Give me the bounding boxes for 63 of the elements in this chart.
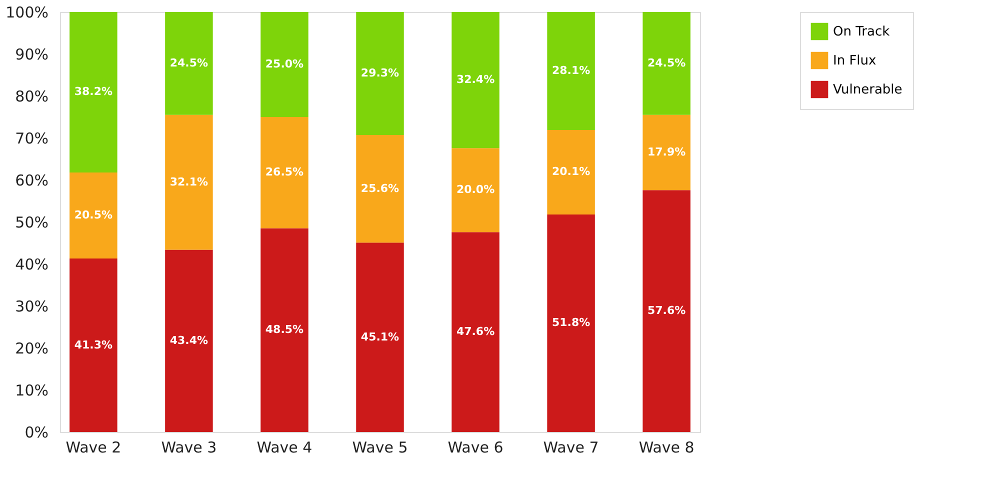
y-tick-label: 50% xyxy=(15,214,48,232)
data-label: 28.1% xyxy=(552,64,590,78)
x-tick-label: Wave 4 xyxy=(256,438,312,456)
y-tick-label: 60% xyxy=(15,172,48,190)
y-tick-label: 90% xyxy=(15,46,48,64)
bar xyxy=(642,190,690,432)
data-label: 32.1% xyxy=(170,175,208,188)
bar xyxy=(452,148,500,232)
data-label: 25.6% xyxy=(360,182,400,195)
x-tick-label: Wave 3 xyxy=(161,438,217,456)
bar xyxy=(547,12,595,130)
data-label: 20.0% xyxy=(456,183,495,196)
bar xyxy=(547,130,595,214)
y-tick-label: 30% xyxy=(15,298,48,316)
data-label: 20.1% xyxy=(552,165,590,178)
data-label: 26.5% xyxy=(265,166,304,179)
bar xyxy=(165,12,213,115)
bar xyxy=(547,214,595,432)
bar xyxy=(452,232,500,432)
bar xyxy=(356,135,404,243)
data-label: 41.3% xyxy=(74,338,113,352)
data-label: 47.6% xyxy=(456,325,495,338)
bar xyxy=(260,12,308,117)
data-label: 20.5% xyxy=(74,208,113,222)
bar xyxy=(356,12,404,136)
data-label: 45.1% xyxy=(360,330,400,344)
y-tick-label: 80% xyxy=(15,88,48,106)
x-tick-label: Wave 2 xyxy=(66,438,122,456)
legend-label: In Flux xyxy=(833,54,877,68)
data-label: 24.5% xyxy=(647,56,686,70)
legend-label: Vulnerable xyxy=(833,82,902,98)
data-label: 51.8% xyxy=(552,316,590,330)
y-tick-label: 100% xyxy=(6,4,48,22)
bar xyxy=(70,258,118,432)
bar xyxy=(452,12,500,148)
data-label: 25.0% xyxy=(265,58,304,70)
y-tick-label: 40% xyxy=(15,256,48,274)
x-tick-label: Wave 8 xyxy=(638,438,694,456)
bar xyxy=(260,228,308,432)
bar xyxy=(260,117,308,228)
bar xyxy=(70,172,118,259)
x-tick-label: Wave 7 xyxy=(543,438,599,456)
y-tick-label: 70% xyxy=(15,130,48,148)
data-label: 43.4% xyxy=(170,334,208,347)
bar xyxy=(70,12,118,172)
data-label: 29.3% xyxy=(360,66,400,80)
legend-label: On Track xyxy=(833,24,890,40)
data-label: 48.5% xyxy=(265,323,304,336)
bar xyxy=(165,114,213,250)
y-tick-label: 10% xyxy=(15,382,48,400)
data-label: 38.2% xyxy=(74,85,113,98)
bar xyxy=(642,114,690,190)
data-label: 32.4% xyxy=(456,73,495,86)
data-label: 57.6% xyxy=(647,304,686,318)
y-tick-label: 0% xyxy=(24,424,48,442)
x-tick-label: Wave 6 xyxy=(448,438,504,456)
x-tick-label: Wave 5 xyxy=(352,438,408,456)
data-label: 24.5% xyxy=(170,56,208,70)
data-label: 17.9% xyxy=(647,145,686,158)
bar xyxy=(642,12,690,115)
bar xyxy=(356,242,404,432)
bar xyxy=(165,250,213,432)
y-tick-label: 20% xyxy=(15,340,48,358)
